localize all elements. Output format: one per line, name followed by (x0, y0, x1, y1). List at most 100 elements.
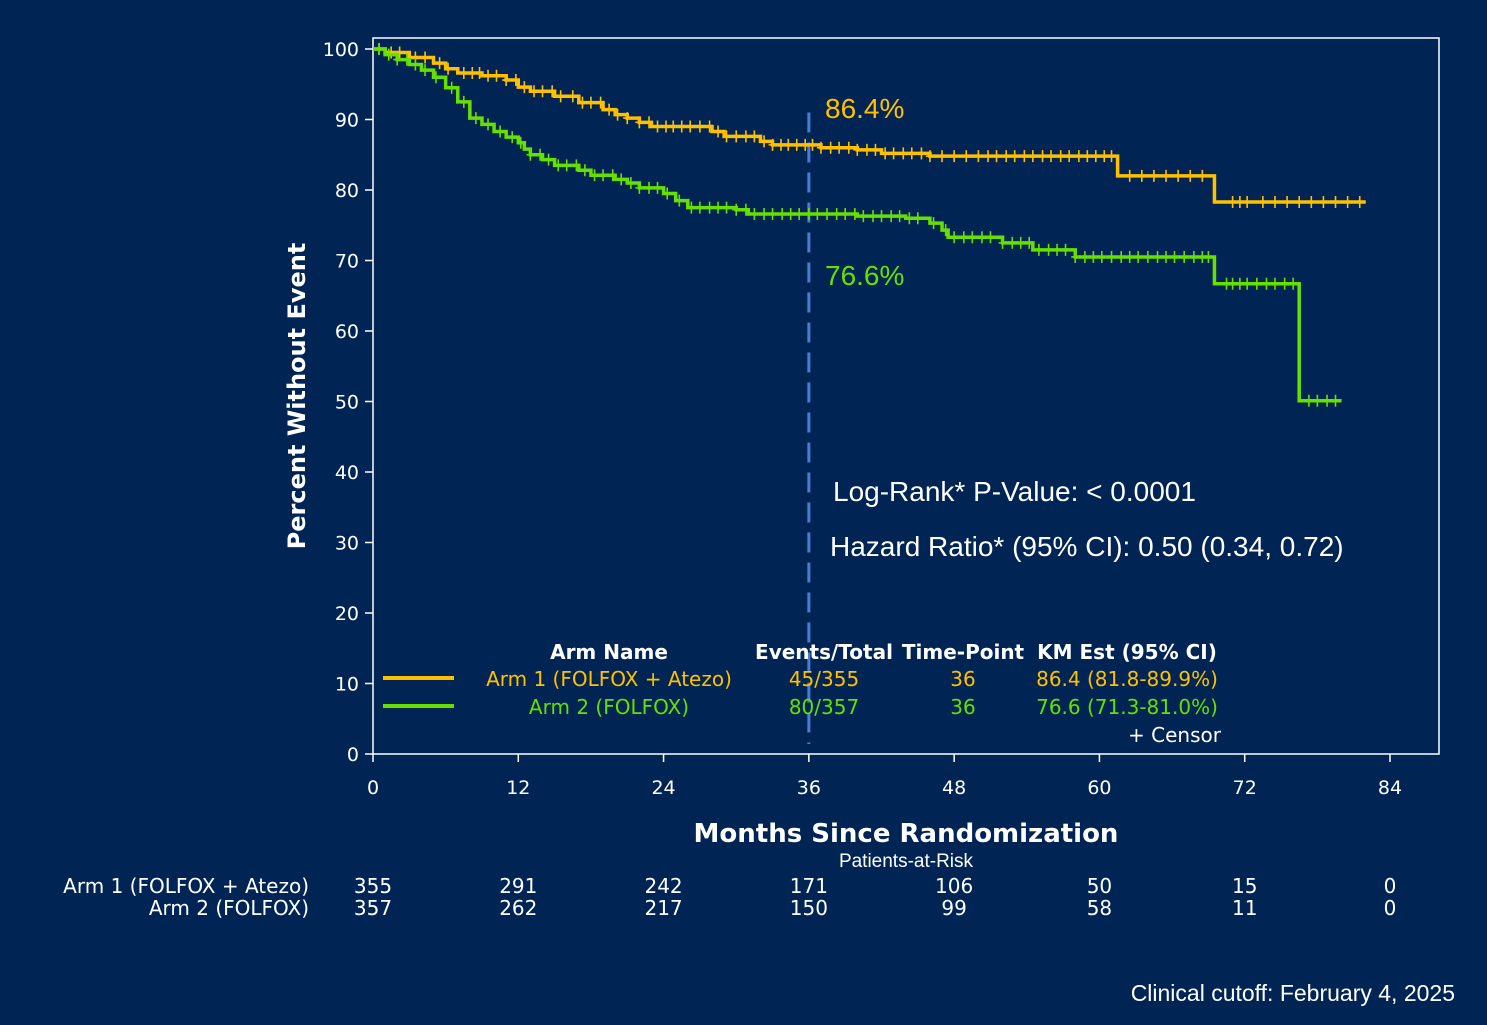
censor-mark-arm2 (1117, 250, 1126, 263)
legend-header-km: KM Est (95% CI) (1037, 640, 1217, 664)
legend-header-timepoint: Time-Point (902, 640, 1025, 664)
censor-mark-arm2 (913, 212, 922, 225)
censor-mark-arm2 (986, 231, 995, 244)
censor-mark-arm2 (421, 64, 430, 77)
censor-mark-arm1 (722, 130, 731, 143)
risk-value-arm2: 150 (790, 896, 828, 920)
y-tick-label: 20 (335, 603, 359, 625)
x-tick-label: 72 (1233, 777, 1257, 799)
censor-mark-arm2 (599, 169, 608, 182)
legend-header-arm: Arm Name (550, 640, 668, 664)
censor-mark-arm2 (544, 153, 553, 166)
censor-mark-arm2 (1252, 277, 1261, 290)
censor-mark-arm1 (732, 130, 741, 143)
censor-mark-arm1 (768, 138, 777, 151)
censor-mark-arm2 (1061, 243, 1070, 256)
censor-mark-arm1 (826, 141, 835, 154)
censor-mark-arm2 (1323, 394, 1332, 407)
censor-mark-arm2 (959, 231, 968, 244)
censor-mark-arm1 (1331, 195, 1340, 208)
clinical-cutoff-note: Clinical cutoff: February 4, 2025 (1130, 980, 1455, 1006)
censor-mark-arm2 (859, 210, 868, 223)
censor-mark-arm1 (1056, 150, 1065, 163)
risk-value-arm1: 242 (644, 874, 682, 898)
censor-mark-arm2 (645, 181, 654, 194)
censor-mark-arm1 (578, 96, 587, 109)
y-tick-label: 90 (335, 110, 359, 132)
risk-table-title: Patients-at-Risk (839, 851, 974, 872)
log-rank-annotation: Log-Rank* P-Value: < 0.0001 (833, 476, 1196, 507)
censor-mark-arm2 (1331, 394, 1340, 407)
censor-mark-arm2 (841, 207, 850, 220)
censor-mark-arm2 (1134, 250, 1143, 263)
censor-mark-arm1 (586, 96, 595, 109)
legend-arm2-km: 76.6 (71.3-81.0%) (1036, 695, 1218, 719)
censor-mark-arm1 (435, 57, 444, 70)
x-tick-label: 84 (1378, 777, 1402, 799)
risk-value-arm1: 0 (1384, 874, 1397, 898)
censor-mark-arm2 (626, 176, 635, 189)
censor-mark-arm1 (1083, 150, 1092, 163)
censor-mark-arm2 (508, 131, 517, 144)
y-tick-label: 40 (335, 462, 359, 484)
censor-mark-arm2 (572, 159, 581, 172)
x-tick-label: 60 (1087, 777, 1111, 799)
censor-mark-arm1 (760, 135, 769, 148)
censor-mark-arm2 (1313, 394, 1322, 407)
censor-mark-arm1 (1038, 150, 1047, 163)
censor-mark-arm2 (393, 53, 402, 66)
censor-mark-arm2 (887, 210, 896, 223)
censor-mark-arm2 (663, 187, 672, 200)
censor-mark-arm2 (590, 169, 599, 182)
censor-mark-arm1 (1065, 150, 1074, 163)
censor-mark-arm1 (444, 62, 453, 75)
censor-mark-arm1 (613, 108, 622, 121)
censor-mark-arm2 (536, 148, 545, 161)
censor-mark-arm2 (869, 210, 878, 223)
y-axis-title: Percent Without Event (283, 243, 311, 550)
censor-mark-arm2 (1153, 250, 1162, 263)
censor-mark-arm2 (402, 53, 411, 66)
y-tick-label: 70 (335, 251, 359, 273)
legend-arm1-timepoint: 36 (950, 667, 975, 691)
censor-mark-arm2 (1280, 277, 1289, 290)
censor-mark-arm1 (1235, 195, 1244, 208)
x-tick-label: 36 (797, 777, 821, 799)
x-tick-label: 24 (651, 777, 675, 799)
censor-mark-arm2 (786, 207, 795, 220)
legend-arm2-events: 80/357 (789, 695, 859, 719)
censor-mark-arm1 (1228, 195, 1237, 208)
censor-mark-arm2 (411, 58, 420, 71)
y-tick-label: 0 (347, 744, 359, 766)
censor-mark-arm1 (459, 66, 468, 79)
censor-mark-arm2 (526, 148, 535, 161)
censor-mark-arm2 (950, 231, 959, 244)
censor-mark-arm1 (468, 66, 477, 79)
censor-mark-arm1 (844, 141, 853, 154)
legend-arm1-events: 45/355 (789, 667, 859, 691)
censor-mark-arm1 (1186, 169, 1195, 182)
censor-mark-arm1 (962, 150, 971, 163)
risk-value-arm1: 355 (354, 874, 392, 898)
censor-mark-arm2 (1180, 250, 1189, 263)
censor-mark-arm1 (907, 147, 916, 160)
risk-value-arm2: 99 (941, 896, 966, 920)
censor-mark-arm1 (938, 150, 947, 163)
censor-mark-arm1 (1198, 169, 1207, 182)
censor-mark-arm1 (1020, 150, 1029, 163)
censor-mark-arm1 (871, 143, 880, 156)
censor-mark-arm1 (1319, 195, 1328, 208)
censor-mark-arm1 (1074, 150, 1083, 163)
censor-mark-arm2 (695, 201, 704, 214)
risk-row-label-arm2: Arm 2 (FOLFOX) (149, 896, 309, 920)
censor-mark-arm1 (502, 74, 511, 87)
censor-mark-arm2 (471, 112, 480, 125)
censor-mark-arm1 (1174, 169, 1183, 182)
censor-mark-arm2 (447, 81, 456, 94)
censor-mark-arm2 (741, 203, 750, 216)
censor-mark-arm2 (484, 118, 493, 131)
x-tick-label: 48 (942, 777, 966, 799)
censor-mark-arm2 (1235, 277, 1244, 290)
risk-value-arm2: 58 (1087, 896, 1112, 920)
censor-mark-arm1 (556, 90, 565, 103)
